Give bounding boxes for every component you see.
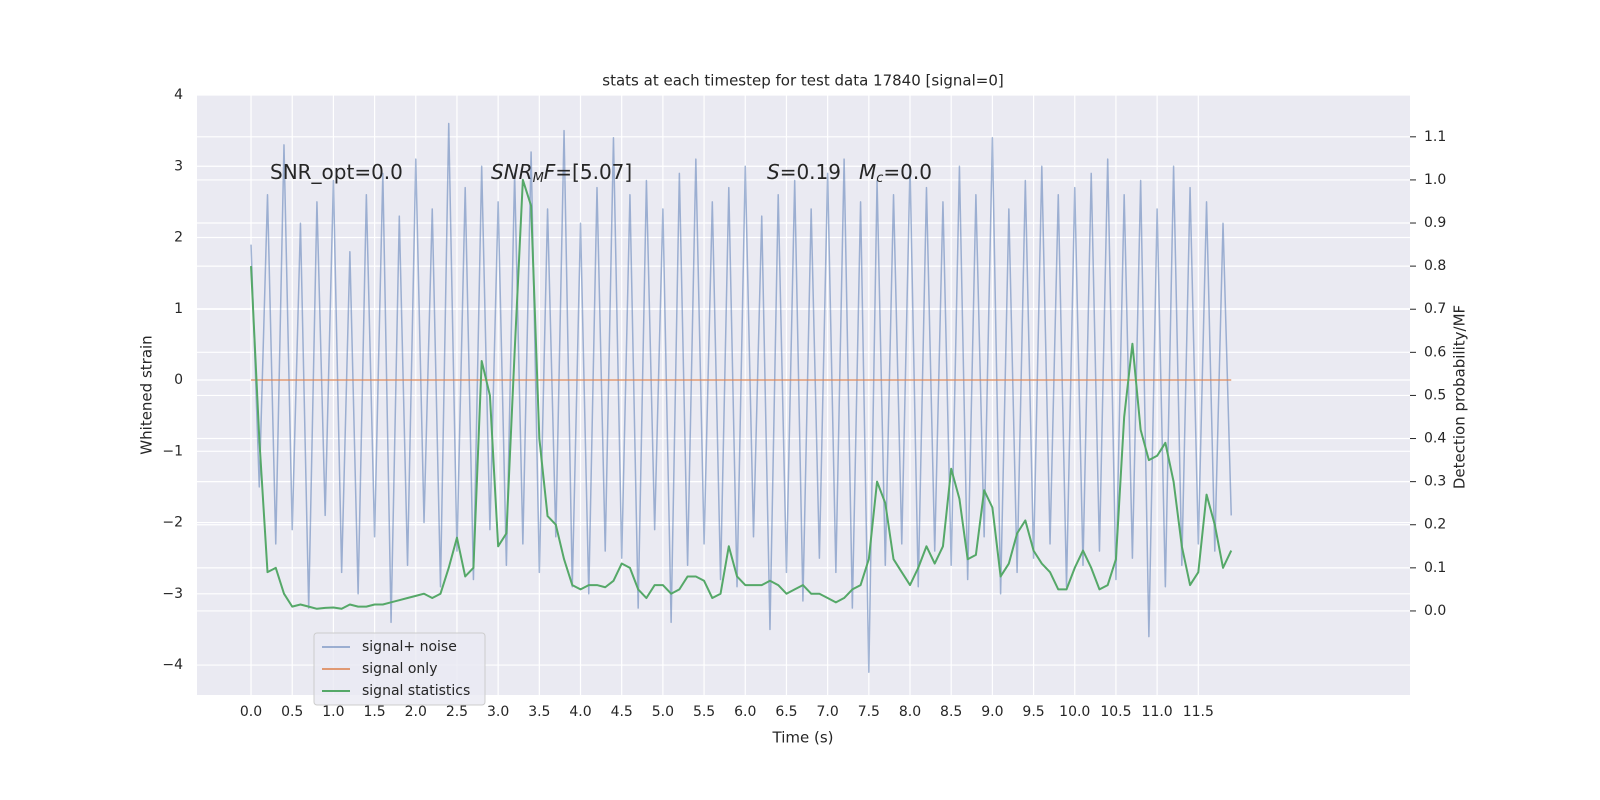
y2-tick-label: 0.8 xyxy=(1424,258,1446,274)
x-tick-label: 6.5 xyxy=(775,704,797,720)
annotation-text: F xyxy=(544,160,556,184)
y-tick-label: −4 xyxy=(162,657,183,673)
x-tick-label: 2.5 xyxy=(446,704,468,720)
legend: signal+ noise signal only signal statistic… xyxy=(313,632,486,706)
x-tick-label: 9.5 xyxy=(1022,704,1044,720)
x-tick-label: 5.5 xyxy=(693,704,715,720)
y2-tick-label: 0.2 xyxy=(1424,517,1446,533)
x-tick-label: 7.0 xyxy=(817,704,839,720)
annotation-text: =[5.07] xyxy=(555,160,632,184)
y-axis-label: Whitened strain xyxy=(138,335,156,454)
y2-tick-label: 0.1 xyxy=(1424,560,1446,576)
x-tick-label: 11.5 xyxy=(1183,704,1214,720)
annotation: SNRMF=[5.07] xyxy=(491,160,632,186)
x-tick-label: 8.0 xyxy=(899,704,921,720)
x-axis-label: Time (s) xyxy=(772,729,834,747)
annotation: SNR_opt=0.0 xyxy=(270,160,403,184)
y2-tick-label: 1.0 xyxy=(1424,172,1446,188)
annotation-text: SNR xyxy=(491,160,533,184)
annotation-text: S xyxy=(767,160,780,184)
annotation-text: =0.0 xyxy=(883,160,932,184)
y-tick-label: −1 xyxy=(162,443,183,459)
x-tick-label: 4.5 xyxy=(611,704,633,720)
annotation-subscript: M xyxy=(533,171,544,186)
annotation-subscript: c xyxy=(876,171,883,186)
y2-tick-label: 0.0 xyxy=(1424,603,1446,619)
annotation-text: =0.19 xyxy=(780,160,841,184)
legend-label: signal+ noise xyxy=(362,639,457,655)
y-tick-label: 2 xyxy=(174,230,183,246)
y2-tick-label: 0.5 xyxy=(1424,387,1446,403)
y-tick-label: 0 xyxy=(174,372,183,388)
x-tick-label: 3.5 xyxy=(528,704,550,720)
legend-box xyxy=(313,632,486,706)
annotation-text: SNR_opt=0.0 xyxy=(270,160,403,184)
y2-tick-label: 0.6 xyxy=(1424,344,1446,360)
x-tick-label: 7.5 xyxy=(858,704,880,720)
x-tick-label: 10.0 xyxy=(1059,704,1090,720)
x-tick-label: 0.0 xyxy=(240,704,262,720)
x-tick-label: 0.5 xyxy=(281,704,303,720)
y2-tick-label: 0.4 xyxy=(1424,431,1446,447)
y2-tick-label: 0.9 xyxy=(1424,215,1446,231)
x-tick-label: 5.0 xyxy=(652,704,674,720)
y-tick-label: 3 xyxy=(174,158,183,174)
x-tick-label: 11.0 xyxy=(1142,704,1173,720)
x-tick-label: 3.0 xyxy=(487,704,509,720)
x-tick-label: 9.0 xyxy=(981,704,1003,720)
y2-axis-label: Detection probability/MF xyxy=(1451,305,1469,489)
y-tick-label: −3 xyxy=(162,586,183,602)
legend-label: signal statistics xyxy=(362,683,470,699)
series-line xyxy=(250,122,1232,673)
x-tick-label: 2.0 xyxy=(405,704,427,720)
legend-label: signal only xyxy=(362,661,437,677)
chart-title: stats at each timestep for test data 178… xyxy=(602,72,1003,90)
x-tick-label: 6.0 xyxy=(734,704,756,720)
x-tick-label: 1.0 xyxy=(322,704,344,720)
y2-tick-label: 0.7 xyxy=(1424,301,1446,317)
y-tick-label: 4 xyxy=(174,87,183,103)
annotation: S=0.19 xyxy=(767,160,841,184)
y2-tick-label: 0.3 xyxy=(1424,474,1446,490)
annotation: Mc=0.0 xyxy=(859,160,932,186)
labels: 0.0 0.5 1.0 1.5 2.0 2.5 3.0 3.5 4.0 4.5 5.0 5.5 6.0 6… xyxy=(162,87,1446,720)
marks xyxy=(250,122,1233,673)
y-tick-label: −2 xyxy=(162,515,183,531)
series-line xyxy=(250,178,1233,610)
x-tick-label: 4.0 xyxy=(569,704,591,720)
x-tick-label: 1.5 xyxy=(363,704,385,720)
x-tick-label: 10.5 xyxy=(1100,704,1131,720)
annotation-text: M xyxy=(859,160,876,184)
y-tick-label: 1 xyxy=(174,301,183,317)
y2-tick-label: 1.1 xyxy=(1424,129,1446,145)
x-tick-label: 8.5 xyxy=(940,704,962,720)
